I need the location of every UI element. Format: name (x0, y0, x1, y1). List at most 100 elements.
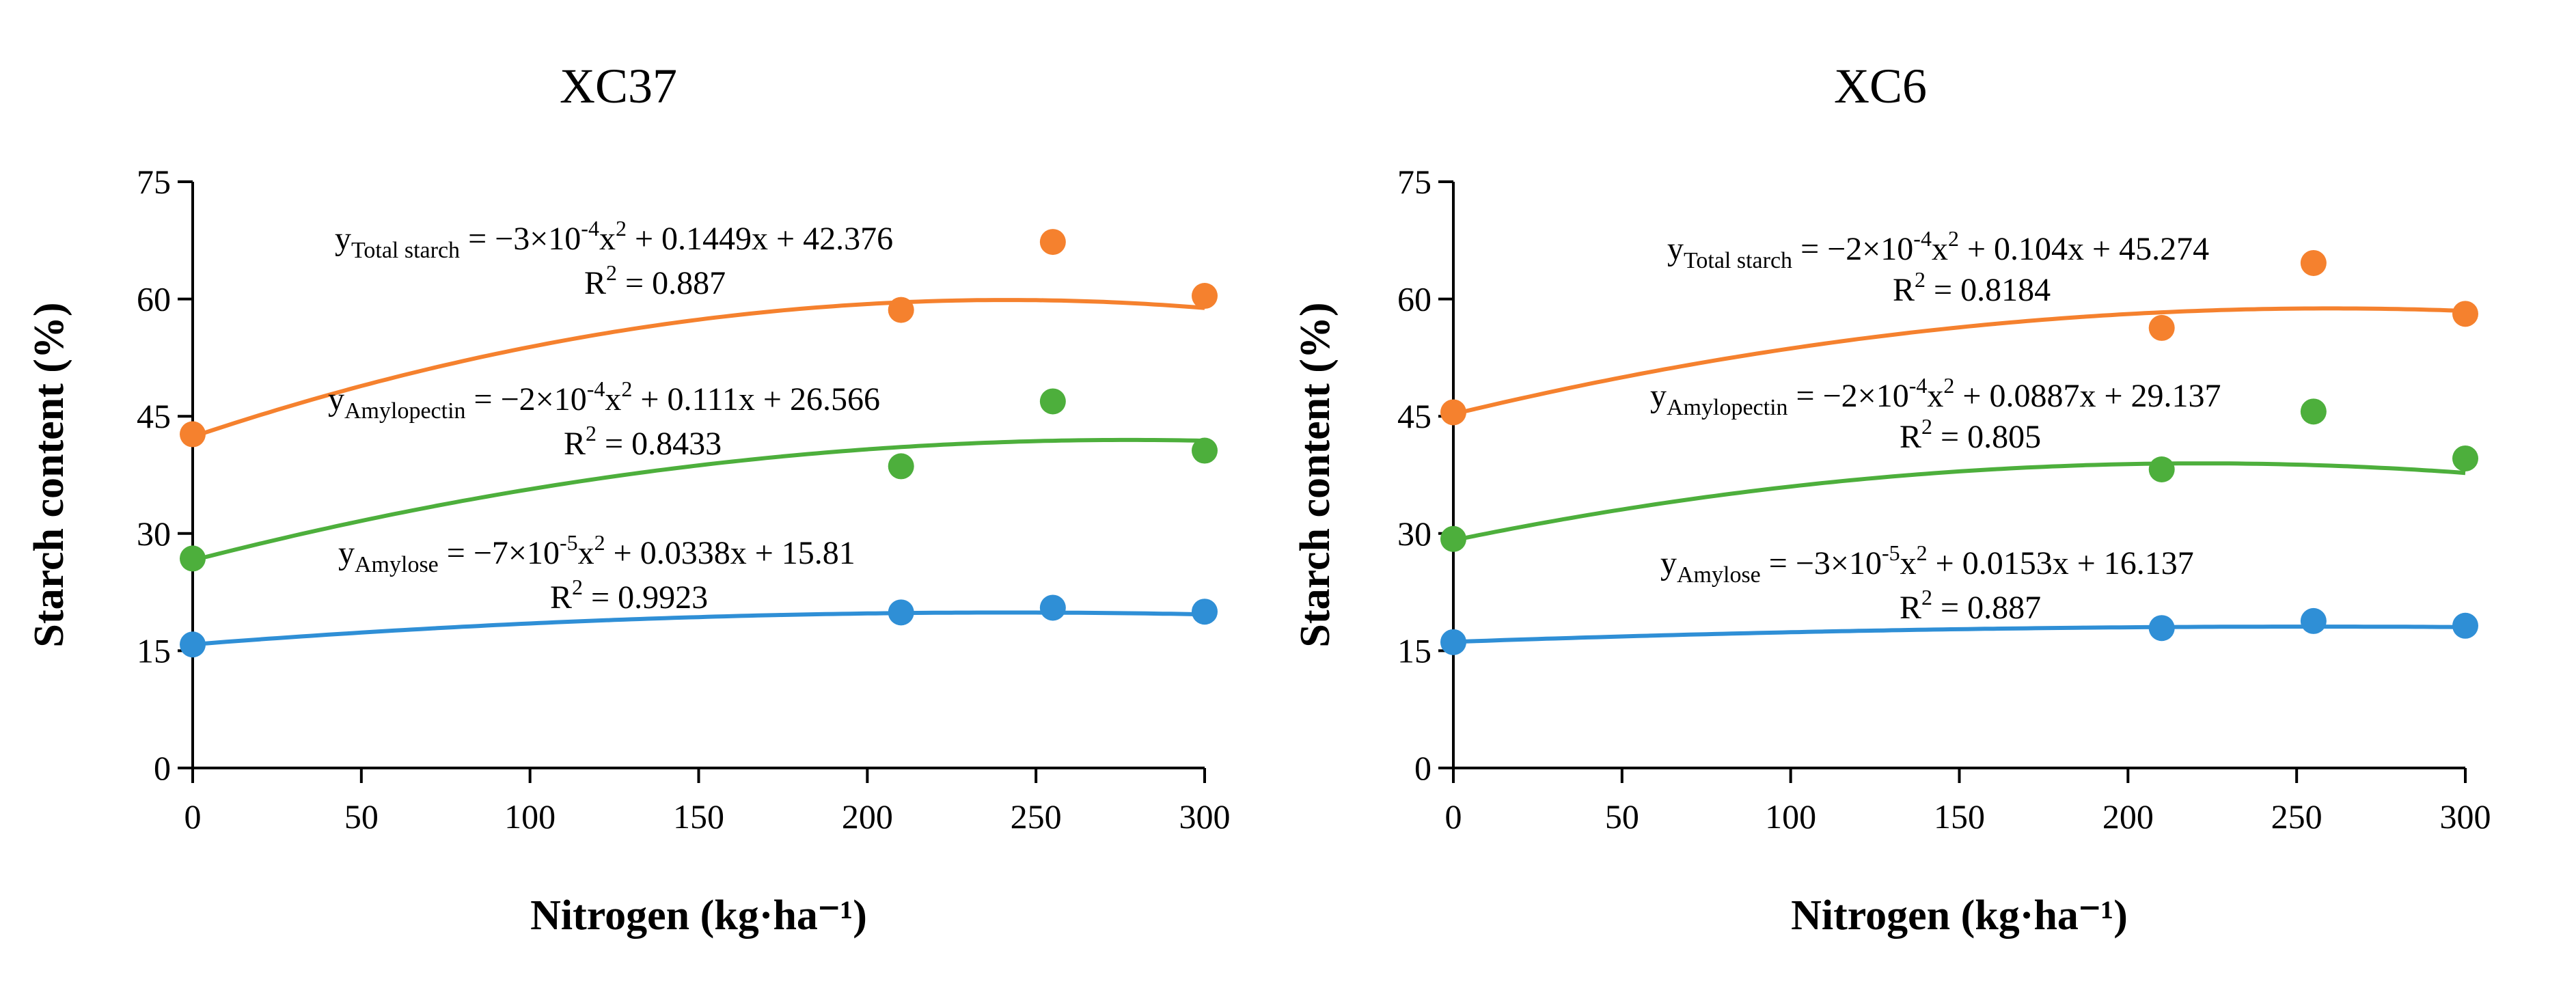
y-axis-label: Starch content (%) (26, 302, 72, 647)
equation-coefficient: = −7×10 (439, 535, 560, 571)
x-tick-label: 100 (1765, 797, 1816, 836)
amylose-equation: yAmylose = −3×10-5x2 + 0.0153x + 16.137 (1660, 540, 2194, 588)
amylopectin-point (888, 453, 914, 480)
total-starch-equation: yTotal starch = −2×10-4x2 + 0.104x + 45.… (1667, 226, 2209, 273)
x-tick-label: 200 (2102, 797, 2154, 836)
x-tick-label: 50 (1605, 797, 1639, 836)
r-squared-r: R (550, 579, 572, 616)
y-tick-label: 60 (137, 280, 171, 318)
x-tick-label: 150 (1934, 797, 1985, 836)
amylopectin-r-squared: R2 = 0.805 (1900, 414, 2041, 455)
equation-subscript: Total starch (1684, 248, 1792, 273)
equation-exponent: -4 (1909, 373, 1928, 398)
equation-coefficient: = −2×10 (1792, 231, 1913, 267)
r-squared-exponent: 2 (1921, 585, 1932, 609)
x-tick-label: 0 (1445, 797, 1462, 836)
x-tick-label: 250 (2271, 797, 2322, 836)
y-tick-label: 0 (154, 749, 171, 787)
r-squared-exponent: 2 (606, 260, 617, 285)
x-tick-label: 300 (1179, 797, 1231, 836)
amylose-point (888, 599, 914, 626)
equation-coefficient: = −3×10 (460, 221, 581, 257)
amylopectin-point (1039, 388, 1066, 415)
equation-subscript: Total starch (351, 238, 460, 263)
equation-coefficient: = −2×10 (466, 381, 587, 417)
equation-x: x (1900, 545, 1917, 581)
amylose-fit-curve (1453, 625, 2466, 644)
equation-square: 2 (621, 376, 632, 401)
y-tick-label: 30 (1397, 514, 1431, 553)
y-tick-label: 30 (137, 514, 171, 553)
equation-exponent: -4 (1913, 226, 1932, 251)
equation-y: y (338, 535, 355, 571)
amylose-r-squared: R2 = 0.9923 (550, 575, 708, 616)
equation-terms: + 0.111x + 26.566 (632, 381, 880, 417)
x-tick-label: 100 (504, 797, 556, 836)
total-starch-point (1192, 283, 1218, 310)
equation-terms: + 0.1449x + 42.376 (627, 221, 893, 257)
r-squared-r: R (1893, 272, 1915, 308)
x-tick-label: 300 (2440, 797, 2491, 836)
x-tick-label: 50 (344, 797, 379, 836)
r-squared-value: = 0.805 (1932, 419, 2041, 455)
y-tick-label: 15 (1397, 631, 1431, 670)
x-tick-label: 250 (1011, 797, 1062, 836)
r-squared-value: = 0.9923 (583, 579, 708, 616)
y-tick-label: 45 (137, 397, 171, 435)
equation-y: y (1650, 378, 1667, 414)
equation-x: x (605, 381, 621, 417)
amylose-point (180, 631, 206, 658)
total-starch-point (2148, 314, 2175, 341)
amylose-r-squared: R2 = 0.887 (1900, 585, 2041, 626)
equation-subscript: Amylose (355, 552, 439, 577)
y-tick-label: 15 (137, 631, 171, 670)
amylose-equation: yAmylose = −7×10-5x2 + 0.0338x + 15.81 (338, 530, 855, 577)
y-tick-label: 75 (137, 163, 171, 201)
total-starch-r-squared: R2 = 0.887 (584, 260, 726, 301)
equation-exponent: -4 (587, 376, 605, 401)
amylose-point (2452, 612, 2478, 639)
amylopectin-point (2452, 445, 2478, 471)
amylopectin-fit-curve (1453, 461, 2466, 543)
total-starch-point (1440, 399, 1466, 426)
total-starch-point (2300, 249, 2327, 276)
equation-x: x (1927, 378, 1943, 414)
chart-title: XC6 (1834, 59, 1927, 113)
y-tick-label: 0 (1414, 749, 1431, 787)
y-tick-label: 60 (1397, 280, 1431, 318)
total-starch-point (888, 297, 914, 323)
equation-y: y (1660, 545, 1677, 581)
equation-terms: + 0.104x + 45.274 (1959, 231, 2209, 267)
amylose-point (2300, 607, 2327, 634)
amylose-point (2148, 615, 2175, 642)
chart-title: XC37 (560, 59, 677, 113)
r-squared-r: R (584, 265, 606, 301)
equation-exponent: -5 (560, 530, 578, 555)
equation-subscript: Amylose (1677, 562, 1761, 588)
equation-terms: + 0.0887x + 29.137 (1954, 378, 2221, 414)
r-squared-exponent: 2 (1915, 267, 1926, 292)
amylopectin-point (2148, 456, 2175, 482)
equation-square: 2 (1943, 373, 1954, 398)
equation-subscript: Amylopectin (1667, 395, 1788, 420)
equation-x: x (578, 535, 594, 571)
equation-x: x (1932, 231, 1948, 267)
amylopectin-r-squared: R2 = 0.8433 (564, 421, 722, 462)
x-axis-label: Nitrogen (kg·ha⁻¹) (530, 892, 867, 939)
equation-y: y (1667, 231, 1684, 267)
r-squared-value: = 0.887 (1932, 590, 2041, 626)
r-squared-exponent: 2 (586, 421, 597, 445)
equation-square: 2 (1917, 540, 1928, 565)
equation-terms: + 0.0338x + 15.81 (605, 535, 855, 571)
equation-x: x (599, 221, 616, 257)
amylopectin-point (180, 545, 206, 572)
panel-xc6: XC6 0 15 30 45 60 75 0 50 100 150 200 250 300 Nitrogen… (1292, 59, 2491, 939)
r-squared-value: = 0.887 (617, 265, 726, 301)
amylose-point (1440, 629, 1466, 655)
total-starch-equation: yTotal starch = −3×10-4x2 + 0.1449x + 42… (335, 216, 893, 263)
total-starch-point (1039, 229, 1066, 256)
amylopectin-point (2300, 398, 2327, 425)
total-starch-point (2452, 301, 2478, 327)
amylopectin-point (1440, 525, 1466, 552)
